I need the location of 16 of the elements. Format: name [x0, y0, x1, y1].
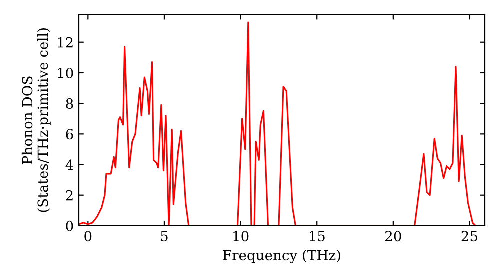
- x-axis-title: Frequency (THz): [223, 250, 340, 264]
- y-tick-label: 12: [58, 37, 73, 48]
- line-series: [79, 22, 477, 226]
- y-tick-label: 6: [66, 129, 74, 140]
- x-tick-label: 0: [84, 231, 92, 242]
- y-tick-label: 4: [66, 160, 74, 170]
- y-tick-label: 8: [66, 98, 74, 110]
- y-tick-label: 2: [66, 190, 73, 201]
- x-tick-label: 10: [234, 231, 249, 242]
- x-tick-label: 5: [161, 231, 168, 242]
- x-tick-label: 15: [310, 231, 325, 242]
- y-tick-label: 0: [66, 220, 74, 232]
- x-tick-label: 20: [386, 231, 402, 242]
- y-axis-title: Phonon DOS (States/THz·primitive cell): [22, 28, 51, 212]
- x-tick-label: 25: [462, 231, 478, 242]
- y-tick-label: 10: [58, 68, 74, 78]
